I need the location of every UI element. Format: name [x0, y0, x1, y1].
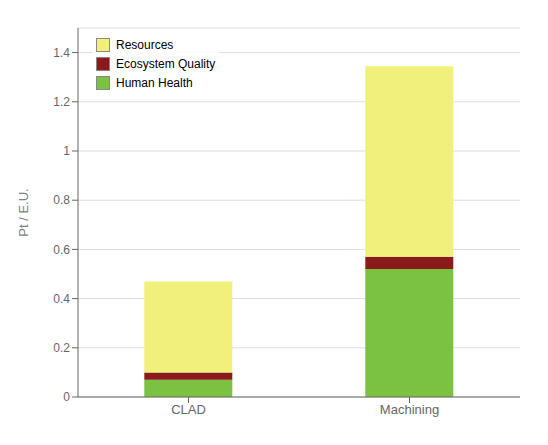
html-text:Resources: Resources: [116, 38, 174, 52]
svg-text:1.4: 1.4: [53, 46, 70, 60]
svg-text:1.2: 1.2: [53, 95, 70, 109]
svg-text:0.2: 0.2: [53, 341, 70, 355]
svg-text:CLAD: CLAD: [171, 402, 206, 417]
svg-text:0.8: 0.8: [53, 193, 70, 207]
svg-text:0.6: 0.6: [53, 243, 70, 257]
svg-text:Machining: Machining: [380, 402, 439, 417]
html-text:Human Health: Human Health: [116, 76, 193, 90]
svg-text:0: 0: [63, 390, 70, 404]
html-text:Ecosystem Quality: Ecosystem Quality: [116, 57, 216, 71]
svg-text:0.4: 0.4: [53, 292, 70, 306]
svg-text:1: 1: [63, 144, 70, 158]
svg-text:Pt / E.U.: Pt / E.U.: [16, 188, 31, 236]
